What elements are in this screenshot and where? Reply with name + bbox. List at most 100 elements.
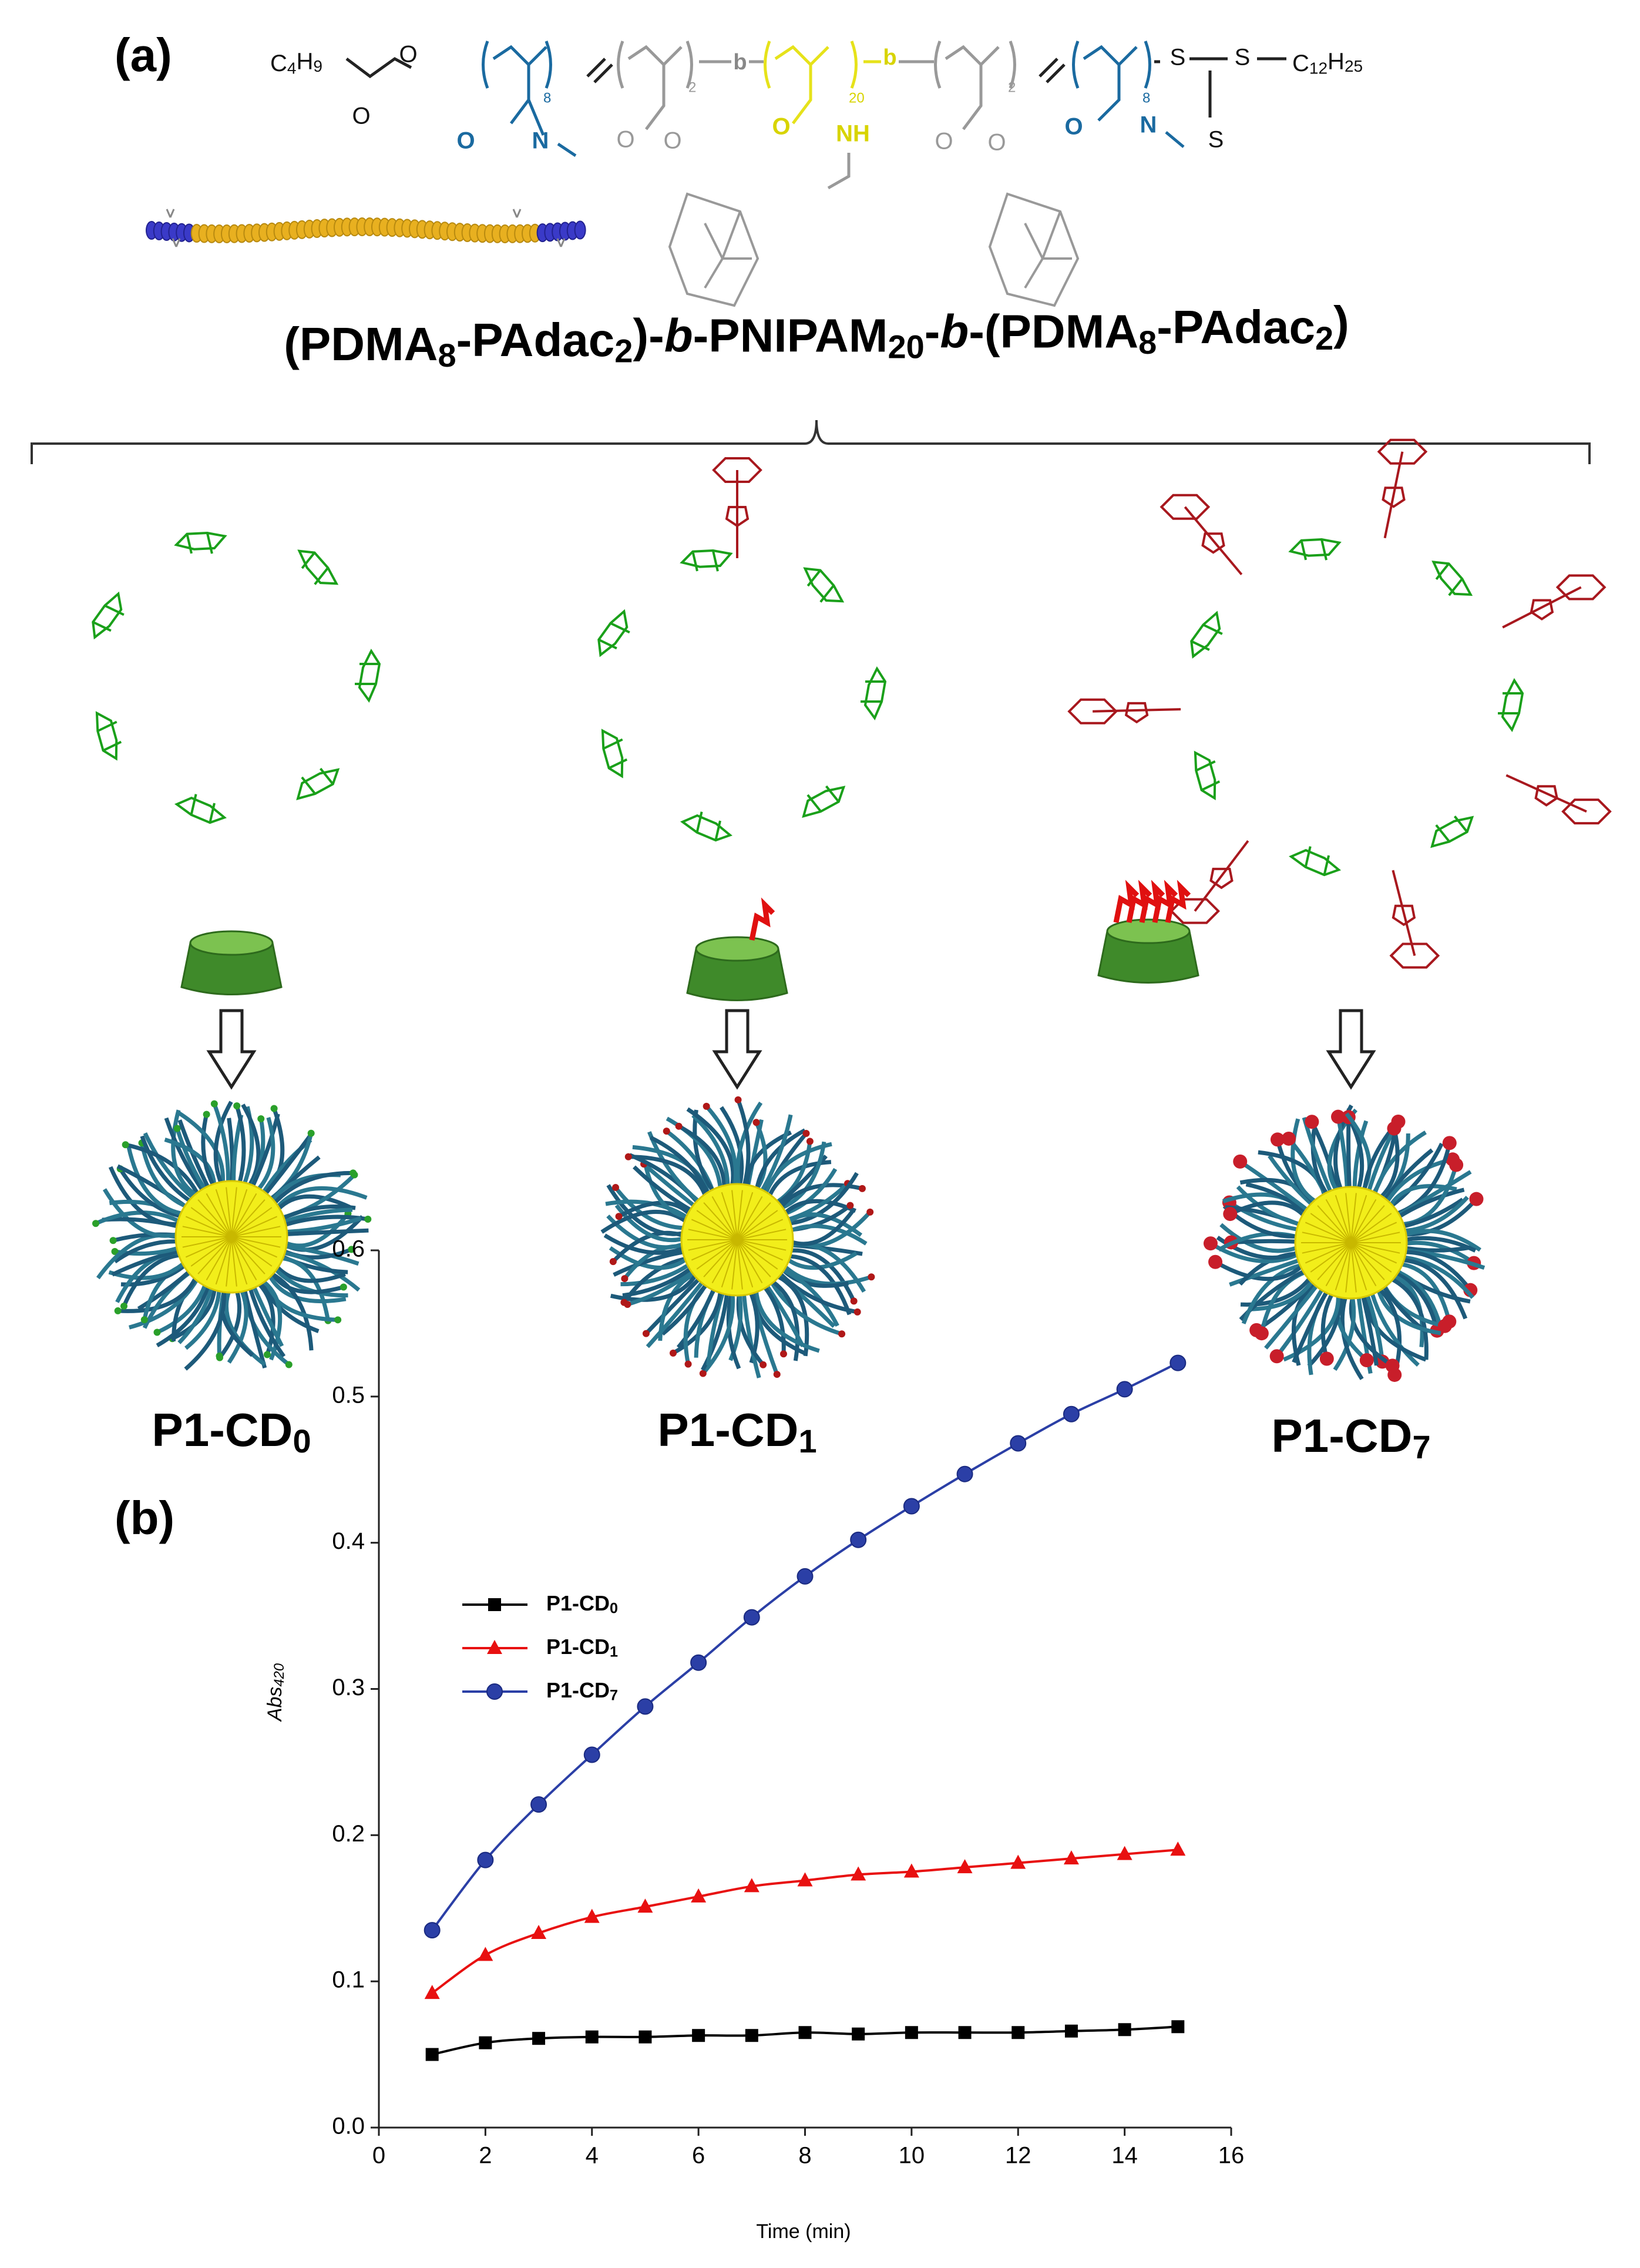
corona-chain <box>270 1186 368 1215</box>
corona-chain <box>1302 1116 1336 1200</box>
core-chain <box>1350 1213 1392 1243</box>
atom: NH <box>836 121 870 147</box>
core-chain <box>226 1236 232 1287</box>
core-chain <box>185 1236 232 1258</box>
marker <box>1117 1846 1132 1860</box>
corona-chain <box>140 1135 198 1207</box>
corona-chain <box>1383 1274 1429 1360</box>
atom: O <box>456 128 475 154</box>
cd-dot <box>285 1361 293 1368</box>
mannose <box>1377 438 1428 465</box>
x-tick-label: 14 <box>1111 2143 1138 2169</box>
repeat-number: 8 <box>543 90 551 106</box>
marker <box>477 1851 494 1868</box>
mannose-linker <box>1093 708 1181 713</box>
cd-dot <box>612 1184 620 1192</box>
cd-dot <box>140 1316 148 1324</box>
atom: O <box>352 103 370 129</box>
marker <box>585 2030 599 2044</box>
glucose-unit <box>1190 610 1223 659</box>
cd-dot <box>92 1220 99 1227</box>
core-chain <box>696 1239 738 1270</box>
marker <box>584 1908 600 1923</box>
corona-chain <box>1239 1159 1315 1216</box>
cd-dot <box>1469 1192 1484 1206</box>
cd-dot <box>1319 1351 1334 1366</box>
atom: N <box>1140 112 1157 138</box>
glucose-unit <box>174 532 227 554</box>
glucose-unit <box>802 785 846 818</box>
core-chain <box>737 1196 763 1240</box>
y-tick-label: 0.4 <box>332 1528 365 1554</box>
core-chain <box>215 1189 232 1237</box>
cd-icon <box>180 942 283 995</box>
anchor <box>172 238 181 247</box>
core-chain <box>737 1239 778 1270</box>
marker <box>905 2026 918 2039</box>
panel-label: (b) <box>115 1492 174 1544</box>
repeat-number: 2 <box>688 79 696 95</box>
corona-chain <box>125 1142 203 1202</box>
triazole <box>1392 904 1416 927</box>
corona-chain <box>267 1170 354 1211</box>
corona-chain <box>693 1109 720 1199</box>
core-chain <box>1350 1222 1397 1243</box>
y-tick-label: 0.6 <box>332 1236 365 1262</box>
core-chain <box>1350 1242 1400 1254</box>
cd-dot <box>853 1308 861 1316</box>
core-chain <box>231 1236 248 1285</box>
marker <box>583 1746 600 1763</box>
anchor <box>166 209 175 218</box>
corona-chain <box>736 1099 751 1194</box>
cd-dot <box>1305 1115 1319 1129</box>
core-chain <box>737 1239 763 1284</box>
cd-icon-top <box>189 930 274 956</box>
cd-dot <box>257 1115 265 1123</box>
atom: O <box>1064 114 1083 140</box>
core-chain <box>737 1239 771 1277</box>
core-chain <box>737 1190 743 1240</box>
cd-dot <box>1233 1154 1248 1169</box>
corona-chain <box>649 1135 713 1202</box>
mannose <box>1067 698 1118 724</box>
cd-dot <box>1203 1236 1218 1251</box>
core-chain <box>721 1239 738 1288</box>
cd-dot <box>779 1350 787 1358</box>
corona-chain <box>1367 1285 1420 1367</box>
marker <box>958 2026 972 2039</box>
glucose-unit <box>355 648 381 703</box>
core-chain <box>1350 1242 1377 1287</box>
core-chain <box>737 1192 754 1240</box>
core-chain <box>1350 1242 1385 1280</box>
core-chain <box>1350 1205 1385 1243</box>
series-line <box>431 1848 1178 1994</box>
corona-chain <box>741 1286 761 1378</box>
core-chain <box>737 1229 787 1240</box>
cd-dot <box>802 1129 810 1137</box>
repeat-number: 20 <box>849 90 865 106</box>
cd-dot <box>1437 1318 1452 1333</box>
corona-chain <box>1214 1259 1309 1281</box>
cd-dot <box>752 1119 760 1126</box>
marker <box>1011 2026 1025 2039</box>
core-chain <box>691 1219 738 1240</box>
arrow <box>206 1009 257 1090</box>
corona-chain <box>1264 1278 1323 1350</box>
cd-dot <box>868 1273 875 1281</box>
glucose-unit <box>92 591 125 640</box>
marker <box>1116 1381 1133 1398</box>
panel-label: (a) <box>115 29 172 81</box>
cd-dot <box>364 1216 372 1223</box>
cd-dot <box>334 1316 342 1324</box>
cd-dot <box>806 1138 814 1145</box>
corona-chain <box>1394 1257 1468 1320</box>
corona-chain <box>1396 1254 1474 1299</box>
core-chain <box>711 1239 738 1284</box>
marker <box>690 1654 707 1671</box>
end-group: C12H25 <box>1292 48 1363 78</box>
cd-dot <box>122 1141 129 1149</box>
corona-chain <box>275 1249 361 1292</box>
core-chain <box>1310 1213 1352 1243</box>
cd-icon <box>1097 930 1199 984</box>
triazole <box>1124 702 1149 724</box>
